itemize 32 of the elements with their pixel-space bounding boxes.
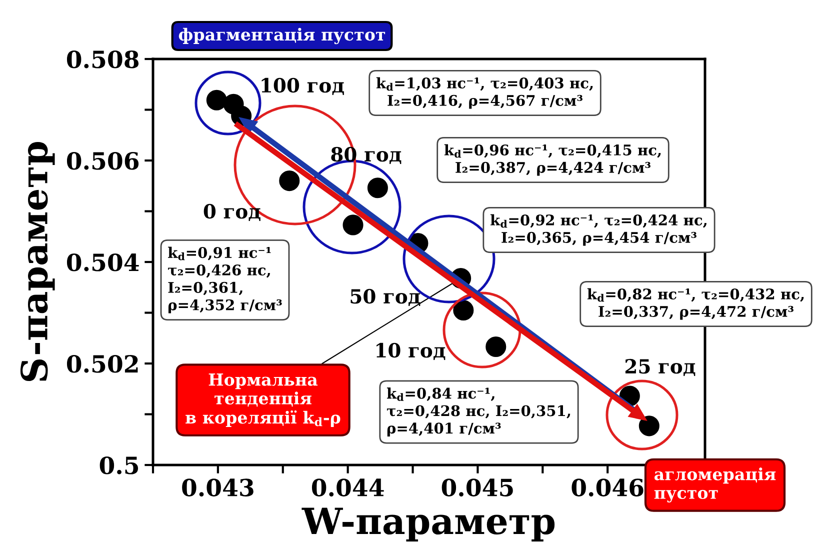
annotation: k$_{d}$=0,82 нс⁻¹, τ₂=0,432 нс, I₂=0,337, ρ=4,472 г/см³ <box>587 288 804 320</box>
point <box>206 90 227 110</box>
annotation: k$_{d}$=0,91 нс⁻¹ τ₂=0,426 нс, I₂=0,361, ρ=4,352 г/см³ <box>168 246 282 314</box>
annotation: Нормальна тенденція в кореляції k$_{d}$-ρ <box>186 373 340 427</box>
annotation: k$_{d}$=0,92 нс⁻¹, τ₂=0,424 нс, I₂=0,365, ρ=4,454 г/см³ <box>490 214 706 246</box>
x-tick-label: 0.043 <box>182 478 254 496</box>
x-tick-label: 0.044 <box>312 478 384 496</box>
point <box>453 300 474 320</box>
text: агломерація пустот <box>654 467 776 503</box>
point <box>638 416 660 436</box>
y-tick-label: 0.504 <box>66 253 139 272</box>
point <box>367 178 388 198</box>
annotation: 10 год <box>376 342 446 360</box>
y-axis-title: S-параметр <box>20 142 55 382</box>
y-tick-label: 0.5 <box>100 456 138 474</box>
y-tick-label: 0.506 <box>66 152 139 170</box>
annotation: 100 год <box>262 78 344 96</box>
annotation: 50 год <box>350 288 420 306</box>
annotation: 25 год <box>625 358 696 376</box>
x-axis-title: W-параметр <box>302 508 555 542</box>
y-tick-label: 0.508 <box>66 50 139 68</box>
point <box>342 214 364 236</box>
point <box>486 336 506 358</box>
annotation: k$_{d}$=0,96 нс⁻¹, τ₂=0,415 нс, I₂=0,387, ρ=4,424 г/см³ <box>444 144 661 176</box>
x-tick-label: 0.046 <box>572 478 644 496</box>
y-tick-label: 0.502 <box>66 354 138 373</box>
annotation: k$_{d}$=0,84 нс⁻¹, τ₂=0,428 нс, I₂=0,351, ρ=4,401 г/см³ <box>386 388 570 436</box>
text: фрагментація пустот <box>178 28 386 44</box>
annotation: k$_{d}$=1,03 нс⁻¹, τ₂=0,403 нс, I₂=0,416, ρ=4,567 г/см³ <box>376 77 593 109</box>
point <box>279 170 300 192</box>
annotation: 0 год <box>204 204 260 222</box>
x-tick-label: 0.045 <box>442 478 513 496</box>
